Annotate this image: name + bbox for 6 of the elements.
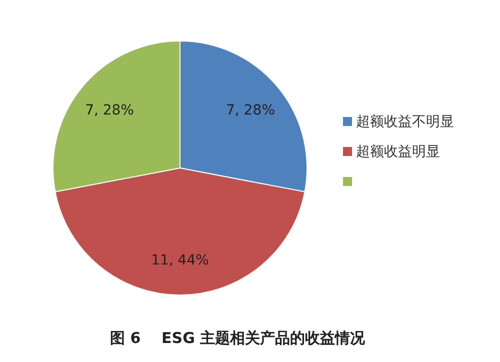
data-label: 7, 28% [85,102,134,119]
legend-label: 超额收益不明显 [356,114,454,130]
caption: 图 6 ESG 主题相关产品的收益情况 [110,329,366,347]
legend-label: 超额收益明显 [356,144,440,160]
data-label: 7, 28% [226,102,275,119]
data-label: 11, 44% [151,252,209,268]
